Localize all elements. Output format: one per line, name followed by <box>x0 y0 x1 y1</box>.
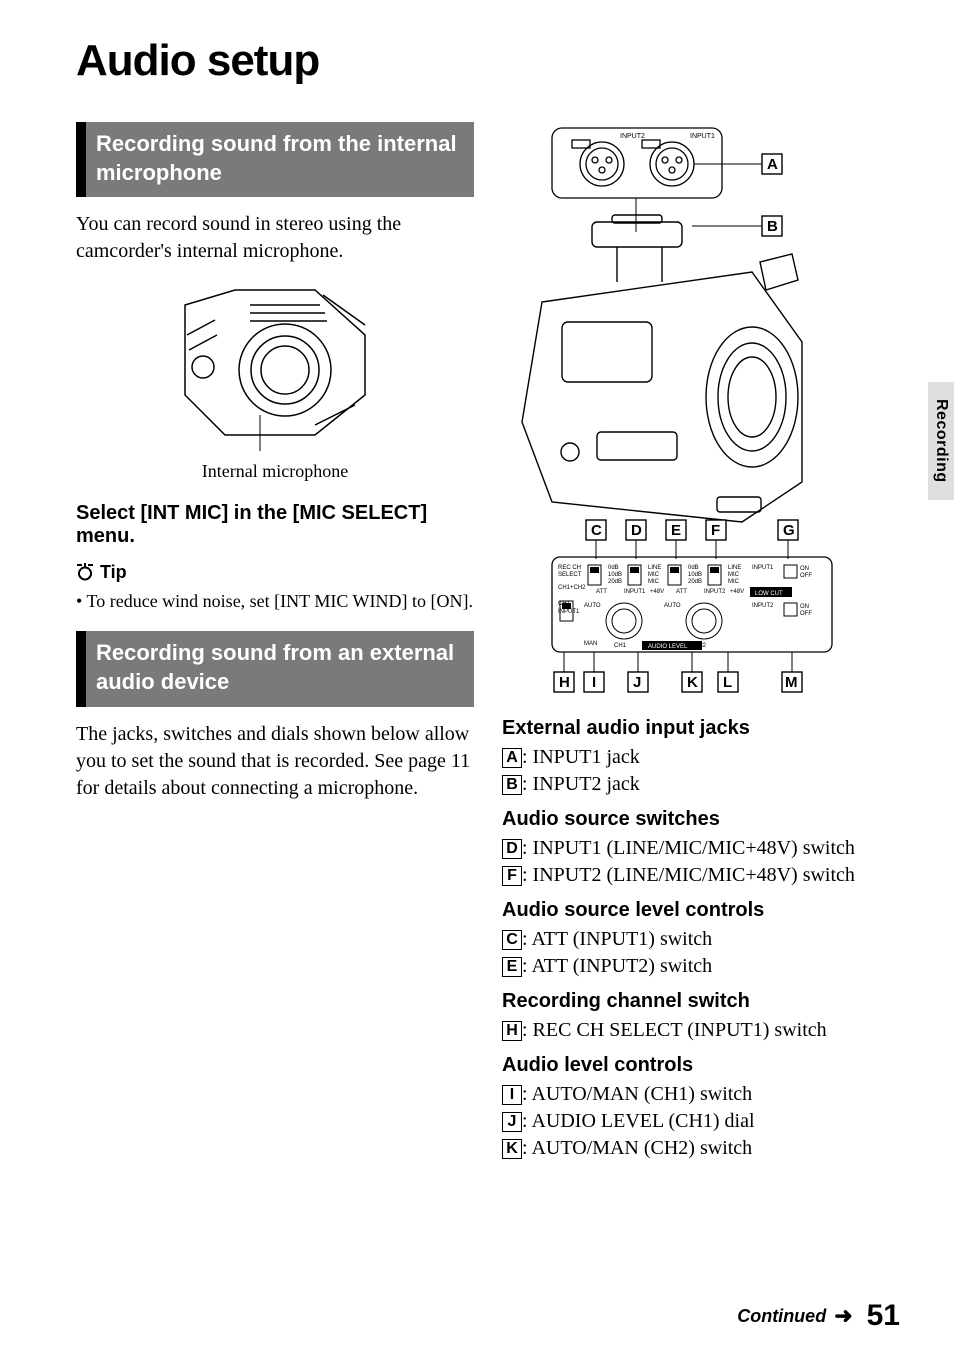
svg-text:SELECT: SELECT <box>558 572 582 578</box>
svg-text:ON: ON <box>800 566 809 572</box>
svg-text:MIC: MIC <box>728 572 740 578</box>
svg-text:AUTO: AUTO <box>664 603 681 609</box>
reference-item: F: INPUT2 (LINE/MIC/MIC+48V) switch <box>502 862 900 889</box>
body-text: You can record sound in stereo using the… <box>76 211 474 265</box>
right-column: INPUT2 INPUT1 A B <box>502 122 900 1162</box>
label-input1: INPUT1 <box>690 133 715 140</box>
callout-letter: E <box>502 957 522 977</box>
svg-text:10dB: 10dB <box>688 572 702 578</box>
svg-text:INPUT1: INPUT1 <box>752 565 774 571</box>
arrow-icon: ➜ <box>834 1303 852 1329</box>
reference-groups: External audio input jacks A: INPUT1 jack… <box>502 717 900 1162</box>
reference-item: H: REC CH SELECT (INPUT1) switch <box>502 1017 900 1044</box>
svg-text:D: D <box>631 522 642 539</box>
svg-text:MIC: MIC <box>648 579 660 585</box>
svg-text:LOW CUT: LOW CUT <box>755 591 783 597</box>
svg-text:L: L <box>723 674 732 691</box>
svg-text:E: E <box>671 522 681 539</box>
svg-text:I: I <box>592 674 596 691</box>
svg-text:F: F <box>711 522 720 539</box>
svg-text:AUDIO LEVEL: AUDIO LEVEL <box>648 644 688 650</box>
page-number: 51 <box>867 1299 900 1333</box>
svg-text:INPUT1: INPUT1 <box>624 589 646 595</box>
section-tab-recording: Recording <box>928 382 954 500</box>
reference-item: K: AUTO/MAN (CH2) switch <box>502 1135 900 1162</box>
external-audio-diagram: INPUT2 INPUT1 A B <box>502 122 872 702</box>
reference-item: B: INPUT2 jack <box>502 771 900 798</box>
svg-text:B: B <box>767 218 778 235</box>
svg-text:10dB: 10dB <box>608 572 622 578</box>
left-column: Recording sound from the internal microp… <box>76 122 474 1162</box>
group-heading: Audio source switches <box>502 808 900 831</box>
callout-letter: F <box>502 866 522 886</box>
svg-text:H: H <box>559 674 570 691</box>
group-heading: Audio source level controls <box>502 899 900 922</box>
svg-text:INPUT2: INPUT2 <box>704 589 726 595</box>
svg-text:CH1: CH1 <box>614 643 627 649</box>
continued-label: Continued <box>737 1306 826 1327</box>
body-text: The jacks, switches and dials shown belo… <box>76 721 474 802</box>
svg-text:AUTO: AUTO <box>584 603 601 609</box>
svg-text:A: A <box>767 156 778 173</box>
svg-text:M: M <box>785 674 798 691</box>
section-heading-internal-mic: Recording sound from the internal microp… <box>76 122 474 197</box>
svg-text:INPUT2: INPUT2 <box>752 603 774 609</box>
reference-item: E: ATT (INPUT2) switch <box>502 953 900 980</box>
group-heading: Audio level controls <box>502 1054 900 1077</box>
callout-letter: A <box>502 748 522 768</box>
callout-letter: H <box>502 1021 522 1041</box>
svg-text:INPUT1: INPUT1 <box>558 609 580 615</box>
svg-text:MIC: MIC <box>648 572 660 578</box>
svg-text:ON: ON <box>800 604 809 610</box>
reference-item: D: INPUT1 (LINE/MIC/MIC+48V) switch <box>502 835 900 862</box>
svg-text:C: C <box>591 522 602 539</box>
callout-letter: K <box>502 1139 522 1159</box>
callout-letter: D <box>502 839 522 859</box>
reference-item: A: INPUT1 jack <box>502 744 900 771</box>
svg-text:0dB: 0dB <box>688 565 699 571</box>
instruction-text: Select [INT MIC] in the [MIC SELECT] men… <box>76 502 474 548</box>
svg-text:LINE: LINE <box>648 565 661 571</box>
reference-item: I: AUTO/MAN (CH1) switch <box>502 1081 900 1108</box>
svg-text:LINE: LINE <box>728 565 741 571</box>
svg-text:G: G <box>783 522 795 539</box>
svg-text:K: K <box>687 674 698 691</box>
callout-letter: C <box>502 930 522 950</box>
svg-text:0dB: 0dB <box>608 565 619 571</box>
tip-heading: Tip <box>76 562 474 583</box>
svg-text:+48V: +48V <box>730 589 744 595</box>
svg-text:MAN: MAN <box>584 641 597 647</box>
page-title: Audio setup <box>76 36 900 86</box>
svg-text:+48V: +48V <box>650 589 664 595</box>
internal-mic-illustration <box>165 275 385 455</box>
svg-text:MIC: MIC <box>728 579 740 585</box>
svg-text:OFF: OFF <box>800 573 812 579</box>
label-input2: INPUT2 <box>620 133 645 140</box>
svg-text:ATT: ATT <box>596 589 607 595</box>
svg-text:CH1+CH2: CH1+CH2 <box>558 585 586 591</box>
callout-letter: I <box>502 1085 522 1105</box>
group-heading: External audio input jacks <box>502 717 900 740</box>
svg-text:20dB: 20dB <box>688 579 702 585</box>
tip-list: To reduce wind noise, set [INT MIC WIND]… <box>76 589 474 613</box>
svg-text:OFF: OFF <box>800 611 812 617</box>
figure-caption: Internal microphone <box>76 461 474 482</box>
reference-item: J: AUDIO LEVEL (CH1) dial <box>502 1108 900 1135</box>
callout-letter: B <box>502 775 522 795</box>
section-heading-external-audio: Recording sound from an external audio d… <box>76 631 474 706</box>
svg-text:REC CH: REC CH <box>558 565 581 571</box>
svg-text:J: J <box>633 674 641 691</box>
page-footer: Continued ➜ 51 <box>737 1299 900 1333</box>
svg-text:20dB: 20dB <box>608 579 622 585</box>
callout-letter: J <box>502 1112 522 1132</box>
reference-item: C: ATT (INPUT1) switch <box>502 926 900 953</box>
svg-text:ATT: ATT <box>676 589 687 595</box>
tip-item: To reduce wind noise, set [INT MIC WIND]… <box>76 589 474 613</box>
group-heading: Recording channel switch <box>502 990 900 1013</box>
